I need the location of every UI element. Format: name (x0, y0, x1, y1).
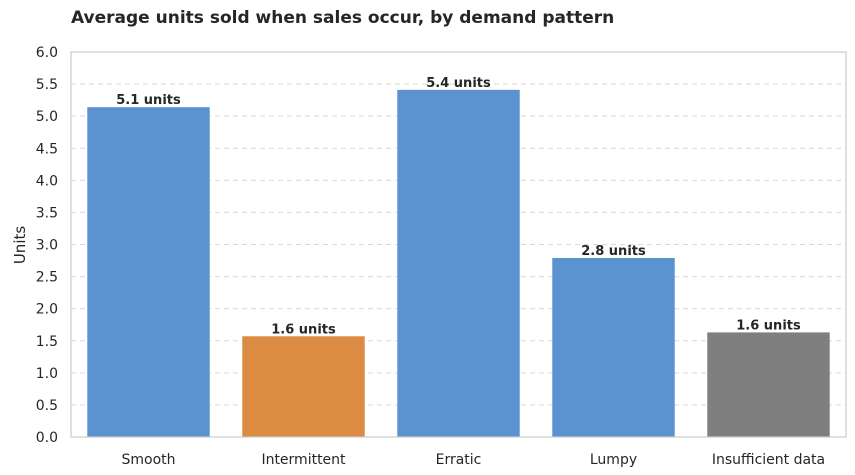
y-tick-label: 4.0 (36, 173, 58, 189)
x-tick-label: Insufficient data (712, 452, 825, 468)
bar-intermittent (242, 336, 365, 437)
bar-value-label: 5.4 units (426, 76, 491, 91)
y-tick-label: 5.0 (36, 109, 58, 125)
y-tick-label: 3.0 (36, 238, 58, 254)
y-tick-label: 5.5 (36, 77, 58, 93)
data-labels: 5.1 units 1.6 units 5.4 units 2.8 units 1.6 … (116, 76, 801, 337)
y-tick-label: 0.5 (36, 398, 58, 414)
plot-frame (70, 51, 847, 438)
bars (87, 89, 830, 437)
x-tick-label: Erratic (436, 452, 482, 468)
y-tick-label: 4.5 (36, 141, 58, 157)
y-axis-title: Units (11, 226, 29, 265)
bar-value-label: 1.6 units (271, 322, 336, 337)
x-tick-label: Smooth (121, 452, 175, 468)
y-tick-label: 2.5 (36, 270, 58, 286)
y-tick-label: 0.0 (36, 430, 58, 446)
x-tick-label: Lumpy (590, 452, 637, 468)
y-tick-label: 1.5 (36, 334, 58, 350)
bar-lumpy (552, 257, 675, 437)
x-tick-label: Intermittent (261, 452, 346, 468)
bar-erratic (397, 89, 520, 437)
y-tick-label: 2.0 (36, 302, 58, 318)
bar-value-label: 1.6 units (736, 318, 801, 333)
bar-insufficient-data (707, 332, 830, 437)
y-tick-label: 3.5 (36, 205, 58, 221)
axes: 0.0 0.5 1.0 1.5 2.0 2.5 3.0 3.5 4.0 4.5 5.0 5.5 6.0 S… (36, 45, 847, 468)
y-tick-label: 6.0 (36, 45, 58, 61)
chart-title: Average units sold when sales occur, by … (71, 8, 615, 28)
bar-value-label: 2.8 units (581, 244, 646, 259)
y-tick-label: 1.0 (36, 366, 58, 382)
bar-value-label: 5.1 units (116, 93, 181, 108)
bar-smooth (87, 107, 210, 437)
